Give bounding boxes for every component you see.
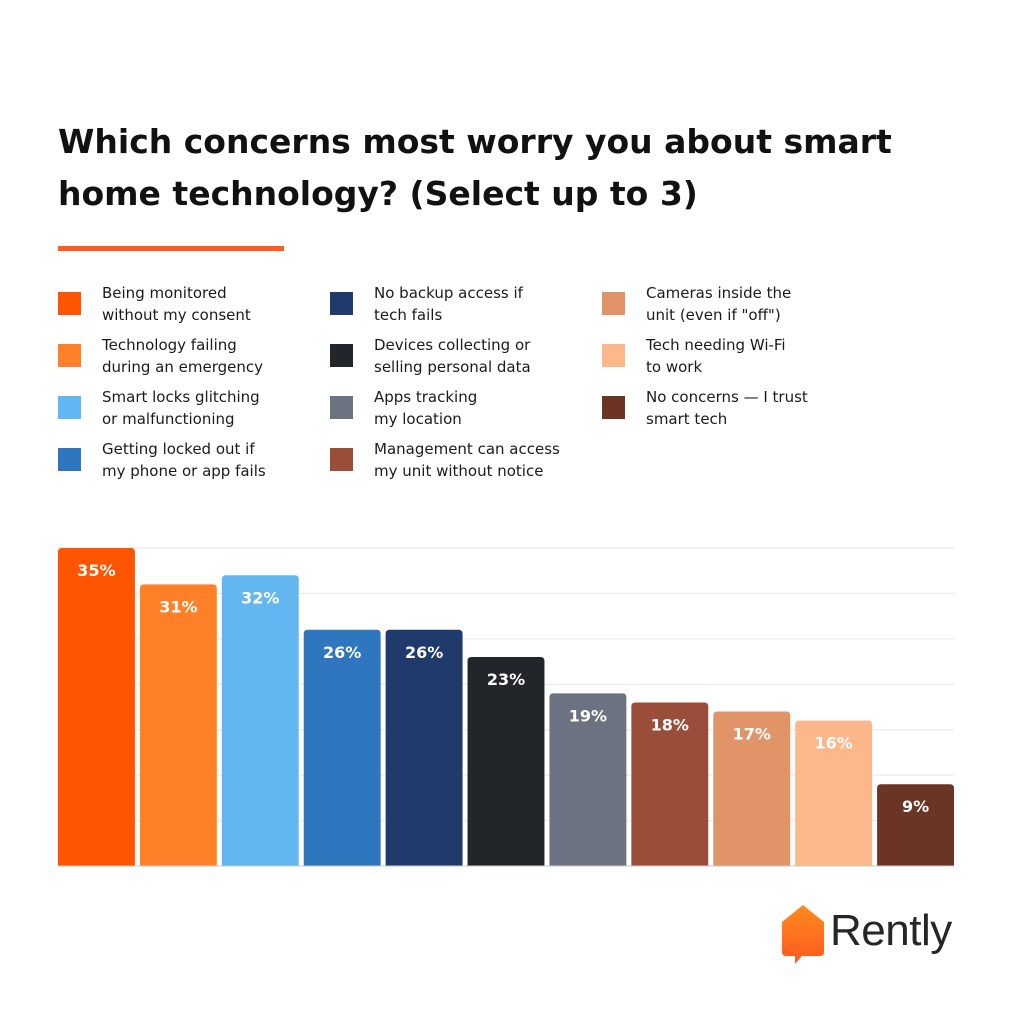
legend-label: Devices collecting or selling personal da… — [374, 334, 606, 378]
legend-label: Being monitored without my consent — [102, 282, 334, 326]
legend-label-line: unit (even if "off") — [646, 306, 781, 324]
bar — [713, 711, 791, 866]
legend-swatch — [602, 344, 625, 367]
legend-label-line: my phone or app fails — [102, 462, 266, 480]
bar-data-label: 26% — [323, 643, 361, 662]
legend-swatch — [58, 344, 81, 367]
legend-label-line: tech fails — [374, 306, 443, 324]
legend-swatch — [330, 344, 353, 367]
legend-label: Cameras inside the unit (even if "off") — [646, 282, 878, 326]
legend-label: No backup access if tech fails — [374, 282, 606, 326]
bar — [549, 693, 627, 866]
legend-item: Apps tracking my location — [330, 386, 600, 434]
legend-label-line: Smart locks glitching — [102, 388, 260, 406]
legend-item: No concerns — I trust smart tech — [602, 386, 872, 434]
legend-swatch — [58, 448, 81, 471]
legend-label-line: Technology failing — [102, 336, 237, 354]
legend-label: Technology failing during an emergency — [102, 334, 334, 378]
legend-label-line: No backup access if — [374, 284, 523, 302]
legend-item: Management can access my unit without not… — [330, 438, 600, 486]
legend-label-line: during an emergency — [102, 358, 263, 376]
legend-label-line: No concerns — I trust — [646, 388, 808, 406]
legend-item: Technology failing during an emergency — [58, 334, 328, 382]
legend-label-line: my location — [374, 410, 462, 428]
bar-data-label: 32% — [241, 588, 279, 607]
legend-swatch — [602, 292, 625, 315]
bar-data-label: 17% — [733, 725, 771, 744]
legend-label: Smart locks glitching or malfunctioning — [102, 386, 334, 430]
bar-data-label: 9% — [902, 797, 929, 816]
legend-swatch — [58, 396, 81, 419]
brand-logo: Rently — [776, 900, 966, 970]
bar-chart-canvas: 35% 31% 32% 26% 26% 23% 19% 18% 17% 16% 9% — [58, 547, 954, 867]
legend-label: Getting locked out if my phone or app fai… — [102, 438, 334, 482]
bar — [385, 629, 463, 866]
bar-data-label: 31% — [159, 597, 197, 616]
legend-item: No backup access if tech fails — [330, 282, 600, 330]
bar-data-label: 23% — [487, 670, 525, 689]
legend-label: Apps tracking my location — [374, 386, 606, 430]
bar — [877, 784, 954, 866]
bar — [139, 584, 217, 866]
chart-legend: Being monitored without my consent Technol… — [58, 282, 958, 492]
bar-data-label: 26% — [405, 643, 443, 662]
legend-label-line: Tech needing Wi-Fi — [646, 336, 786, 354]
legend-item: Getting locked out if my phone or app fai… — [58, 438, 328, 486]
legend-label: Tech needing Wi-Fi to work — [646, 334, 878, 378]
chart-title: Which concerns most worry you about smar… — [58, 122, 892, 213]
legend-item: Cameras inside the unit (even if "off") — [602, 282, 872, 330]
legend-label-line: Apps tracking — [374, 388, 478, 406]
bar — [303, 629, 381, 866]
bar-data-label: 35% — [77, 561, 115, 580]
legend-label-line: selling personal data — [374, 358, 531, 376]
bar — [221, 575, 299, 866]
bar — [795, 720, 873, 866]
bar — [467, 657, 545, 866]
legend-label-line: to work — [646, 358, 703, 376]
legend-label-line: without my consent — [102, 306, 251, 324]
legend-label: Management can access my unit without not… — [374, 438, 606, 482]
legend-swatch — [330, 292, 353, 315]
bar-data-label: 16% — [814, 734, 852, 753]
legend-label-line: or malfunctioning — [102, 410, 235, 428]
legend-swatch — [330, 396, 353, 419]
house-chat-bubble-logo-icon — [782, 905, 824, 964]
legend-swatch — [602, 396, 625, 419]
legend-label-line: Management can access — [374, 440, 560, 458]
legend-label: No concerns — I trust smart tech — [646, 386, 878, 430]
brand-name: Rently — [830, 906, 952, 955]
legend-item: Tech needing Wi-Fi to work — [602, 334, 872, 382]
bar-chart: 35% 31% 32% 26% 26% 23% 19% 18% 17% 16% 9% — [58, 547, 954, 867]
bar-data-label: 19% — [569, 706, 607, 725]
legend-label-line: Devices collecting or — [374, 336, 531, 354]
legend-item: Smart locks glitching or malfunctioning — [58, 386, 328, 434]
legend-swatch — [58, 292, 81, 315]
bar — [631, 702, 709, 866]
legend-label-line: Getting locked out if — [102, 440, 255, 458]
legend-swatch — [330, 448, 353, 471]
title-accent-rule — [58, 246, 284, 251]
legend-item: Devices collecting or selling personal da… — [330, 334, 600, 382]
legend-label-line: Cameras inside the — [646, 284, 792, 302]
legend-label-line: smart tech — [646, 410, 728, 428]
bar — [58, 548, 135, 866]
legend-label-line: Being monitored — [102, 284, 227, 302]
legend-label-line: my unit without notice — [374, 462, 544, 480]
legend-item: Being monitored without my consent — [58, 282, 328, 330]
bar-data-label: 18% — [651, 715, 689, 734]
